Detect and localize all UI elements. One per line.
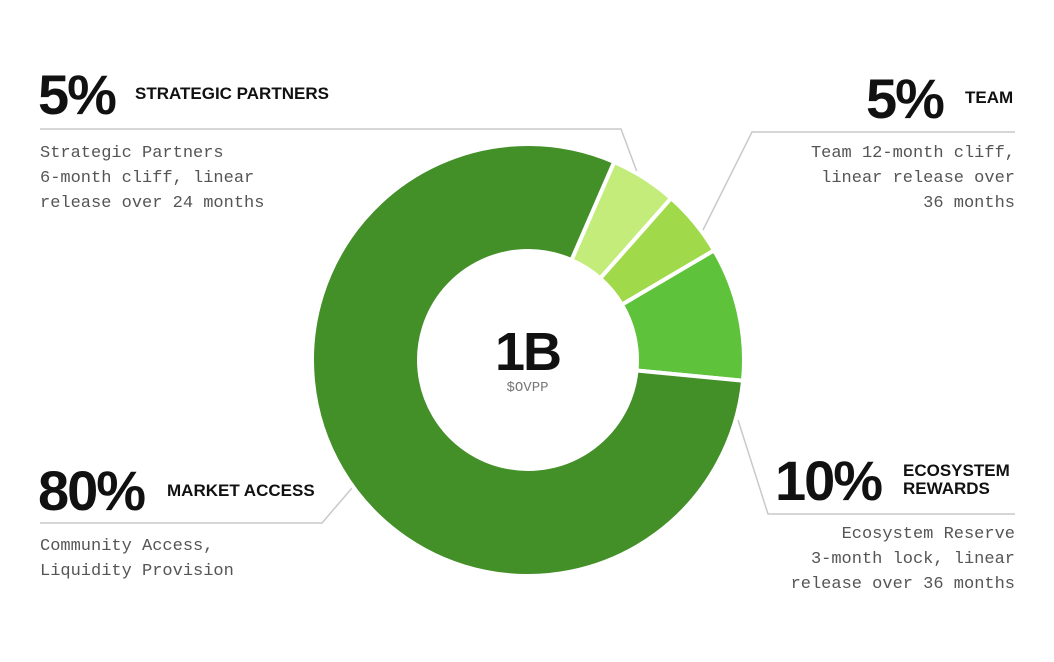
leader-lines [40,128,1015,524]
slice-percent-strategic: 5% [38,63,117,126]
slice-description-market: Community Access, Liquidity Provision [40,537,234,581]
slice-label-ecosystem: ECOSYSTEM REWARDS [903,461,1010,498]
slice-label-strategic: STRATEGIC PARTNERS [135,84,329,103]
donut-center-value: 1B [494,322,562,382]
slice-label-market: MARKET ACCESS [167,481,315,500]
slice-percent-ecosystem: 10% [775,449,883,512]
donut-center-unit: $OVPP [506,380,549,396]
slice-description-ecosystem: Ecosystem Reserve 3-month lock, linear r… [790,525,1015,594]
slice-label-team: TEAM [965,88,1014,107]
donut-slice-market [310,142,746,578]
leader-line-team [701,131,1015,233]
slice-description-strategic: Strategic Partners 6-month cliff, linear… [40,144,265,213]
leader-line-ecosystem [737,419,1015,515]
leader-line-market [40,487,353,524]
slice-description-team: Team 12-month cliff, linear release over… [810,144,1015,213]
slice-percent-team: 5% [866,67,945,130]
slice-percent-market: 80% [38,459,146,522]
leader-line-strategic [40,128,638,173]
